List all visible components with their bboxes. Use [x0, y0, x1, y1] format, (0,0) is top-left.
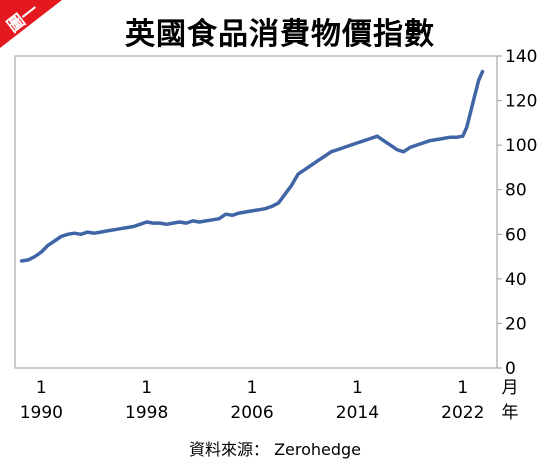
x-tick-year: 2006	[230, 403, 273, 423]
y-tick-label: 100	[505, 136, 537, 156]
x-tick-year: 1990	[20, 403, 63, 423]
source-line: 資料來源： Zerohedge	[0, 436, 550, 460]
x-tick-month: 1	[36, 378, 47, 398]
y-tick-label: 60	[505, 225, 527, 245]
badge-triangle	[0, 0, 62, 48]
x-tick-month: 1	[457, 378, 468, 398]
x-axis-unit-year: 年	[502, 403, 519, 423]
series-line	[19, 69, 485, 263]
x-tick-month: 1	[352, 378, 363, 398]
x-tick-month: 1	[247, 378, 258, 398]
chart-title: 英國食品消費物價指數	[125, 17, 435, 52]
y-tick-label: 40	[505, 270, 527, 290]
x-tick-year: 1998	[125, 403, 168, 423]
x-axis-unit-month: 月	[502, 378, 519, 398]
y-tick-label: 20	[505, 314, 527, 334]
source-label: 資料來源：	[188, 440, 269, 459]
x-tick-year: 2022	[441, 403, 484, 423]
source-value: Zerohedge	[274, 440, 362, 459]
x-tick-year: 2014	[336, 403, 379, 423]
x-axis: 1 1990 1 1998 1 2006 1 2014 1 2022	[20, 378, 485, 423]
y-axis: 0 20 40 60 80 100 120 140	[497, 47, 537, 379]
plot-area	[14, 55, 498, 369]
x-tick-month: 1	[141, 378, 152, 398]
y-tick-label: 120	[505, 92, 537, 112]
y-tick-label: 140	[505, 47, 537, 67]
y-tick-label: 80	[505, 181, 527, 201]
badge: 圖一	[0, 0, 62, 48]
y-tick-label: 0	[505, 359, 516, 379]
